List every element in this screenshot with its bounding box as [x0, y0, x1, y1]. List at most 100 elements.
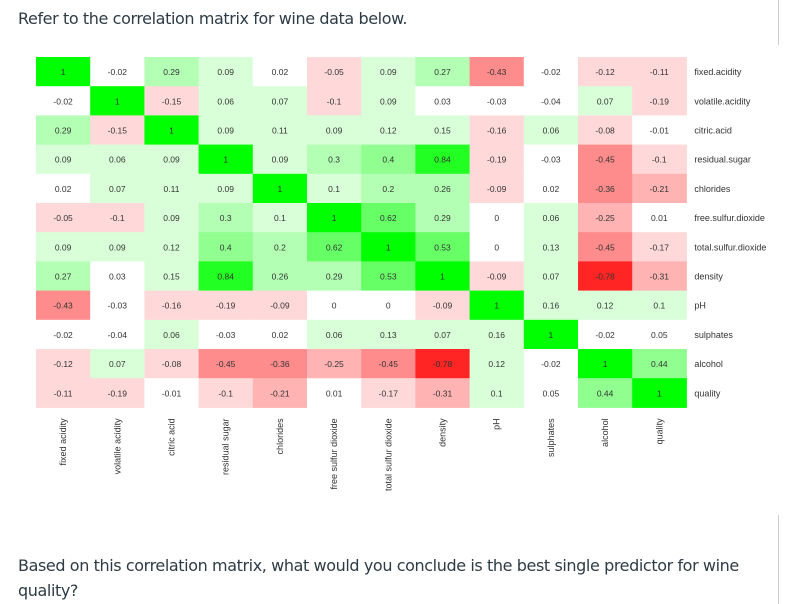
heatmap-cell — [198, 261, 254, 292]
heatmap-cell — [36, 203, 91, 233]
cell-value-label: -0.45 — [595, 242, 615, 252]
heatmap-cell — [469, 173, 525, 204]
heatmap-cell — [36, 57, 91, 87]
cell-value-label: -0.12 — [595, 67, 615, 77]
row-label: chlorides — [694, 184, 731, 194]
cell-value-label: 0.09 — [55, 155, 72, 165]
row-label: quality — [694, 388, 721, 398]
cell-value-label: 0.27 — [55, 272, 72, 282]
heatmap-cell — [632, 290, 687, 321]
heatmap-cell — [632, 144, 687, 175]
heatmap-cell — [252, 261, 308, 292]
row-label: citric.acid — [694, 126, 732, 136]
cell-value-label: 0.09 — [55, 242, 72, 252]
heatmap-cell — [415, 173, 471, 204]
cell-value-label: 0.09 — [217, 126, 234, 136]
cell-value-label: -0.02 — [541, 67, 561, 77]
heatmap-cell — [415, 290, 471, 321]
heatmap-cell — [361, 261, 416, 292]
heatmap-cell — [144, 57, 200, 87]
heatmap-cell — [307, 115, 362, 146]
heatmap-cell — [36, 86, 91, 116]
cell-value-label: 0.53 — [434, 242, 451, 252]
heatmap-cell — [144, 290, 200, 321]
heatmap-cell — [252, 57, 308, 87]
cell-value-label: -0.15 — [108, 126, 128, 136]
heatmap-cell — [523, 173, 579, 204]
cell-value-label: -0.45 — [379, 359, 399, 369]
cell-value-label: -0.05 — [53, 213, 73, 223]
column-label: citric acid — [167, 418, 177, 456]
cell-value-label: -0.1 — [327, 96, 342, 106]
heatmap-cell — [198, 349, 254, 379]
heatmap-cell — [36, 232, 91, 262]
heatmap-cell — [144, 115, 200, 146]
heatmap-cell — [36, 115, 91, 146]
cell-value-label: 1 — [115, 96, 120, 106]
cell-value-label: 1 — [549, 330, 554, 340]
cell-value-label: 0.06 — [326, 330, 343, 340]
heatmap-cell — [307, 57, 362, 87]
heatmap-cell — [632, 319, 687, 350]
heatmap-cell — [198, 144, 254, 175]
cell-value-label: 0.26 — [272, 272, 289, 282]
cell-value-label: -0.45 — [216, 359, 236, 369]
cell-value-label: 0.06 — [543, 213, 560, 223]
correlation-heatmap: 1 -0.02 0.29 0.09 0.02 -0.05 0.09 0.27 -0.43 -0.0… — [36, 57, 766, 491]
cell-value-label: -0.78 — [433, 359, 453, 369]
heatmap-cell — [252, 115, 308, 146]
cell-value-label: 0.29 — [163, 67, 180, 77]
cell-value-label: 0.2 — [382, 184, 394, 194]
cell-value-label: 0.12 — [597, 301, 614, 311]
cell-value-label: 0 — [494, 242, 499, 252]
cell-value-label: 0.62 — [326, 242, 343, 252]
cell-value-label: 0.01 — [326, 388, 343, 398]
cell-value-label: 0.13 — [380, 330, 397, 340]
cell-value-label: -0.02 — [541, 359, 561, 369]
row-label: volatile.acidity — [694, 96, 751, 106]
heatmap-cell — [578, 173, 633, 204]
cell-value-label: -0.11 — [650, 67, 669, 77]
column-label: fixed acidity — [58, 418, 68, 466]
cell-value-label: -0.19 — [650, 96, 670, 106]
cell-value-label: 0.02 — [272, 330, 289, 340]
cell-value-label: -0.31 — [433, 388, 453, 398]
heatmap-cell — [632, 203, 687, 233]
cell-value-label: 1 — [603, 359, 608, 369]
row-label: total.sulfur.dioxide — [694, 242, 766, 252]
heatmap-cell — [632, 232, 687, 262]
cell-value-label: 0.3 — [328, 155, 340, 165]
heatmap-cell — [144, 261, 200, 292]
cell-value-label: 0.29 — [55, 126, 72, 136]
heatmap-cell — [198, 57, 254, 87]
cell-value-label: 0.2 — [274, 242, 286, 252]
cell-value-label: -0.1 — [110, 213, 125, 223]
heatmap-cell — [523, 57, 579, 87]
heatmap-cell — [415, 319, 471, 350]
heatmap-cell — [90, 57, 145, 87]
heatmap-cell — [578, 203, 633, 233]
heatmap-cell — [198, 319, 254, 350]
cell-value-label: 0.16 — [488, 330, 505, 340]
heatmap-cell — [632, 378, 687, 408]
column-label: total sulfur dioxide — [383, 418, 393, 491]
cell-value-label: 0.09 — [163, 155, 180, 165]
cell-value-label: -0.21 — [270, 388, 290, 398]
heatmap-cell — [361, 232, 416, 262]
heatmap-cell — [90, 319, 145, 350]
heatmap-cell — [198, 378, 254, 408]
heatmap-cell — [252, 203, 308, 233]
cell-value-label: -0.19 — [108, 388, 128, 398]
cell-value-label: -0.08 — [595, 126, 615, 136]
cell-value-label: -0.09 — [487, 272, 507, 282]
heatmap-cell — [361, 319, 416, 350]
heatmap-cell — [361, 115, 416, 146]
cell-value-label: 0.12 — [488, 359, 505, 369]
heatmap-cell — [361, 144, 416, 175]
heatmap-cell — [90, 86, 145, 116]
cell-value-label: 0.07 — [434, 330, 451, 340]
heatmap-cell — [90, 261, 145, 292]
heatmap-cell — [523, 203, 579, 233]
column-label: volatile acidity — [112, 418, 122, 475]
cell-value-label: 0.44 — [651, 359, 668, 369]
